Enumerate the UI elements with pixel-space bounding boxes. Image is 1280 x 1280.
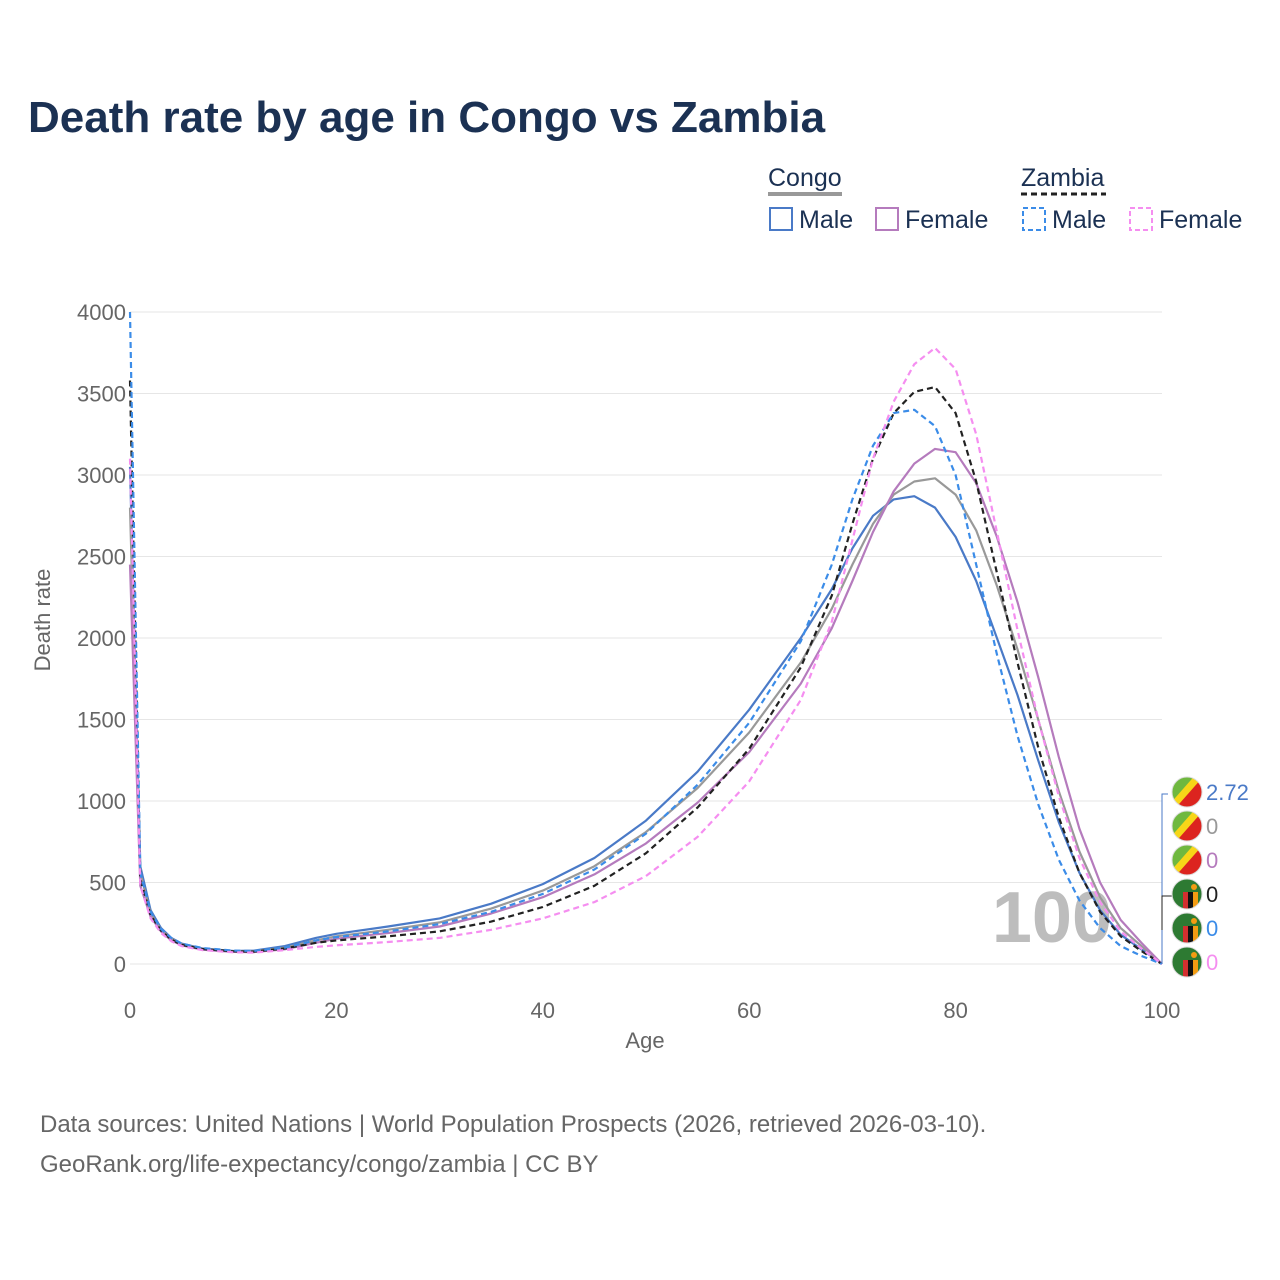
- zambia-flag-icon: [1171, 878, 1203, 910]
- series-line-zambia-male[interactable]: [128, 311, 1163, 966]
- end-value-label: 0: [1206, 916, 1218, 941]
- legend-group-congo-label: Congo: [768, 164, 842, 192]
- series-line-zambia-female[interactable]: [128, 346, 1163, 965]
- congo-flag-icon: [1171, 776, 1203, 808]
- zambia-flag-icon: [1171, 912, 1203, 944]
- end-value-label: 2.72: [1206, 780, 1249, 805]
- x-tick-label: 40: [531, 998, 555, 1023]
- end-value-label: 0: [1206, 950, 1218, 975]
- y-tick-label: 4000: [77, 300, 126, 325]
- chart-title: Death rate by age in Congo vs Zambia: [28, 93, 826, 142]
- x-axis-ticks: 0 20 40 60 80 100: [124, 998, 1180, 1023]
- congo-flag-icon: [1171, 810, 1203, 842]
- y-tick-label: 0: [114, 952, 126, 977]
- x-tick-label: 20: [324, 998, 348, 1023]
- legend-label-zambia-male: Male: [1052, 206, 1106, 234]
- y-tick-label: 500: [89, 871, 126, 896]
- legend-item-congo-female[interactable]: Female: [875, 206, 988, 234]
- source-line-2[interactable]: GeoRank.org/life-expectancy/congo/zambia…: [40, 1151, 599, 1178]
- series-lines: [128, 311, 1163, 966]
- y-tick-label: 3500: [77, 382, 126, 407]
- x-tick-label: 100: [1144, 998, 1181, 1023]
- legend-item-zambia-male[interactable]: Male: [1022, 206, 1106, 234]
- y-axis-label: Death rate: [30, 569, 55, 672]
- end-value-label: 0: [1206, 814, 1218, 839]
- legend-swatch-congo-female: [875, 207, 899, 231]
- y-tick-label: 3000: [77, 463, 126, 488]
- legend-swatch-zambia-male: [1022, 207, 1046, 231]
- x-axis-label: Age: [625, 1028, 664, 1053]
- legend-swatch-zambia-female: [1129, 207, 1153, 231]
- grid: [130, 311, 1162, 965]
- source-line-1: Data sources: United Nations | World Pop…: [40, 1111, 986, 1138]
- x-tick-label: 0: [124, 998, 136, 1023]
- y-tick-label: 1500: [77, 708, 126, 733]
- legend-item-zambia-female[interactable]: Female: [1129, 206, 1242, 234]
- legend-label-zambia-female: Female: [1159, 206, 1242, 234]
- end-connector: [1161, 895, 1172, 930]
- legend-label-congo-male: Male: [799, 206, 853, 234]
- y-tick-label: 2500: [77, 545, 126, 570]
- legend-item-congo-male[interactable]: Male: [769, 206, 853, 234]
- legend: Congo Zambia Male Female Male Female: [768, 164, 1242, 234]
- end-connector: [1161, 793, 1168, 964]
- age-watermark: 100: [992, 878, 1112, 958]
- zambia-flag-icon: [1171, 946, 1203, 978]
- y-tick-label: 1000: [77, 789, 126, 814]
- x-tick-label: 80: [943, 998, 967, 1023]
- end-values: 2.72 0 0 0 0 0: [1161, 776, 1249, 978]
- end-value-label: 0: [1206, 882, 1218, 907]
- x-tick-label: 60: [737, 998, 761, 1023]
- legend-swatch-congo-male: [769, 207, 793, 231]
- legend-group-congo[interactable]: Congo: [768, 164, 842, 196]
- legend-group-zambia[interactable]: Zambia: [1021, 164, 1106, 196]
- y-tick-label: 2000: [77, 626, 126, 651]
- end-value-label: 0: [1206, 848, 1218, 873]
- legend-label-congo-female: Female: [905, 206, 988, 234]
- legend-group-zambia-label: Zambia: [1021, 164, 1104, 192]
- congo-flag-icon: [1171, 844, 1203, 876]
- y-axis-ticks: 0 500 1000 1500 2000 2500 3000 3500 4000: [77, 300, 126, 977]
- series-line-zambia-both[interactable]: [128, 380, 1163, 965]
